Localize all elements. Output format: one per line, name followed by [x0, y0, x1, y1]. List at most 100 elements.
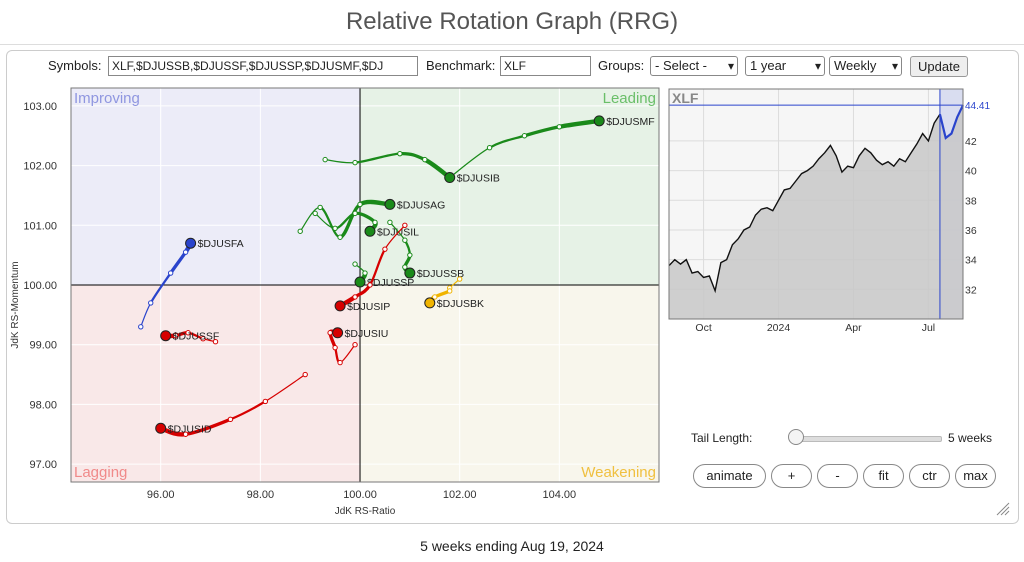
x-tick-label: 98.00 [247, 489, 275, 501]
tail-point-djussb [402, 264, 408, 270]
xlf-price-line [668, 113, 941, 294]
tail-point-djussf [212, 339, 219, 345]
lagging-label: Lagging [74, 464, 127, 481]
symbols-input[interactable]: XLF,$DJUSSB,$DJUSSF,$DJUSSP,$DJUSMF,$DJ [108, 56, 418, 76]
series-djusag: $DJUSAG [297, 198, 445, 240]
tail-point-djusiu [337, 359, 343, 366]
center-button[interactable]: ctr [909, 464, 950, 488]
xlf-y-tick-label: 40 [965, 166, 977, 178]
tail-length-slider-handle[interactable] [788, 429, 804, 445]
head-point-djusiu [332, 327, 344, 339]
xlf-x-tick-label: Jul [922, 322, 935, 334]
tail-segment-djusid [229, 400, 267, 421]
xlf-chart-title: XLF [672, 90, 699, 106]
head-point-djusib [444, 172, 456, 184]
zoom-out-button[interactable]: - [817, 464, 858, 488]
period-select-value: 1 year [750, 58, 787, 73]
y-tick-label: 103.00 [23, 101, 57, 113]
groups-select[interactable]: - Select - [650, 56, 738, 76]
tail-point-djusbk [447, 288, 453, 294]
tail-point-djussp [352, 261, 358, 267]
head-point-djusil [364, 225, 376, 237]
series-label-djusib: $DJUSIB [457, 173, 500, 185]
head-point-djusfa [185, 237, 197, 249]
x-tick-label: 104.00 [543, 489, 577, 501]
weakening-label: Weakening [581, 464, 656, 481]
tail-point-djusil [312, 210, 318, 217]
groups-select-value: - Select - [655, 58, 708, 73]
head-point-djusip [334, 300, 346, 312]
tail-point-djusfa [148, 300, 154, 306]
tail-segment-djusid [183, 417, 233, 436]
series-djussf: $DJUSSF [160, 330, 219, 345]
head-point-djussb [404, 267, 416, 279]
tail-point-djusil [332, 225, 338, 231]
tail-point-djusil [352, 210, 358, 217]
series-label-djussp: $DJUSSP [367, 277, 414, 289]
tail-point-djusip [352, 294, 358, 300]
max-button[interactable]: max [955, 464, 996, 488]
series-label-djusmf: $DJUSMF [606, 116, 654, 128]
series-label-djusfa: $DJUSFA [198, 238, 244, 250]
zoom-in-button[interactable]: + [771, 464, 812, 488]
tail-point-djusiu [332, 344, 338, 351]
xlf-x-tick-label: Apr [845, 322, 862, 334]
tail-point-djusag [317, 204, 323, 211]
tail-point-djusmf [521, 133, 528, 139]
xlf-y-tick-label: 42 [965, 136, 977, 148]
tail-point-djusbk [456, 276, 463, 282]
improving-label: Improving [74, 90, 140, 107]
series-label-djusip: $DJUSIP [347, 301, 390, 313]
tail-point-djusfa [138, 324, 144, 330]
tail-point-djusbk [432, 294, 438, 300]
tail-point-djusag [357, 201, 363, 208]
tail-point-djussb [402, 237, 408, 243]
y-tick-label: 100.00 [23, 280, 57, 292]
xlf-x-tick-label: Oct [695, 322, 711, 334]
tail-point-djusmf [556, 124, 563, 130]
tail-point-djusib [322, 156, 328, 163]
frequency-select-value: Weekly [834, 58, 877, 73]
series-label-djusag: $DJUSAG [397, 199, 445, 211]
symbols-label: Symbols: [48, 58, 102, 73]
x-axis-title: JdK RS-Ratio [335, 506, 396, 517]
tail-point-djussb [387, 219, 393, 226]
tail-point-djusid [262, 398, 269, 405]
benchmark-input[interactable]: XLF [500, 56, 591, 76]
benchmark-label: Benchmark: [426, 58, 496, 73]
period-select[interactable]: 1 year [745, 56, 825, 76]
tail-point-djusib [422, 156, 428, 163]
series-label-djusiu: $DJUSIU [345, 328, 389, 340]
frequency-select[interactable]: Weekly [829, 56, 902, 76]
head-point-djusid [155, 422, 167, 434]
tail-point-djusil [372, 219, 378, 226]
tail-point-djusip [402, 222, 408, 229]
animate-button[interactable]: animate [693, 464, 766, 488]
head-point-djussp [354, 276, 366, 288]
resize-grip-icon[interactable] [996, 502, 1010, 516]
update-button[interactable]: Update [910, 56, 968, 77]
period-caption: 5 weeks ending Aug 19, 2024 [420, 538, 604, 554]
series-djusip: $DJUSIP [334, 222, 408, 313]
tail-length-label: Tail Length: [691, 431, 753, 445]
head-point-djusmf [593, 115, 605, 127]
weakening-quadrant [360, 285, 659, 482]
tail-point-djusib [397, 150, 403, 157]
xlf-tail-line [938, 104, 964, 140]
head-point-djusbk [424, 297, 436, 309]
x-tick-label: 102.00 [443, 489, 477, 501]
tail-length-slider-track[interactable] [790, 436, 942, 442]
tail-point-djussp [362, 270, 368, 276]
tail-point-djusid [302, 371, 308, 378]
y-tick-label: 98.00 [29, 399, 57, 411]
tail-point-djusiu [327, 330, 333, 336]
xlf-last-price-label: 44.41 [965, 101, 990, 112]
tail-point-djusmf [486, 144, 493, 151]
tail-segment-djusfa [149, 271, 172, 305]
rrg-plot-frame [70, 87, 660, 483]
fit-button[interactable]: fit [863, 464, 904, 488]
tail-point-djusfa [182, 249, 189, 255]
tail-point-djussf [200, 336, 206, 342]
xlf-y-tick-label: 32 [965, 284, 977, 296]
